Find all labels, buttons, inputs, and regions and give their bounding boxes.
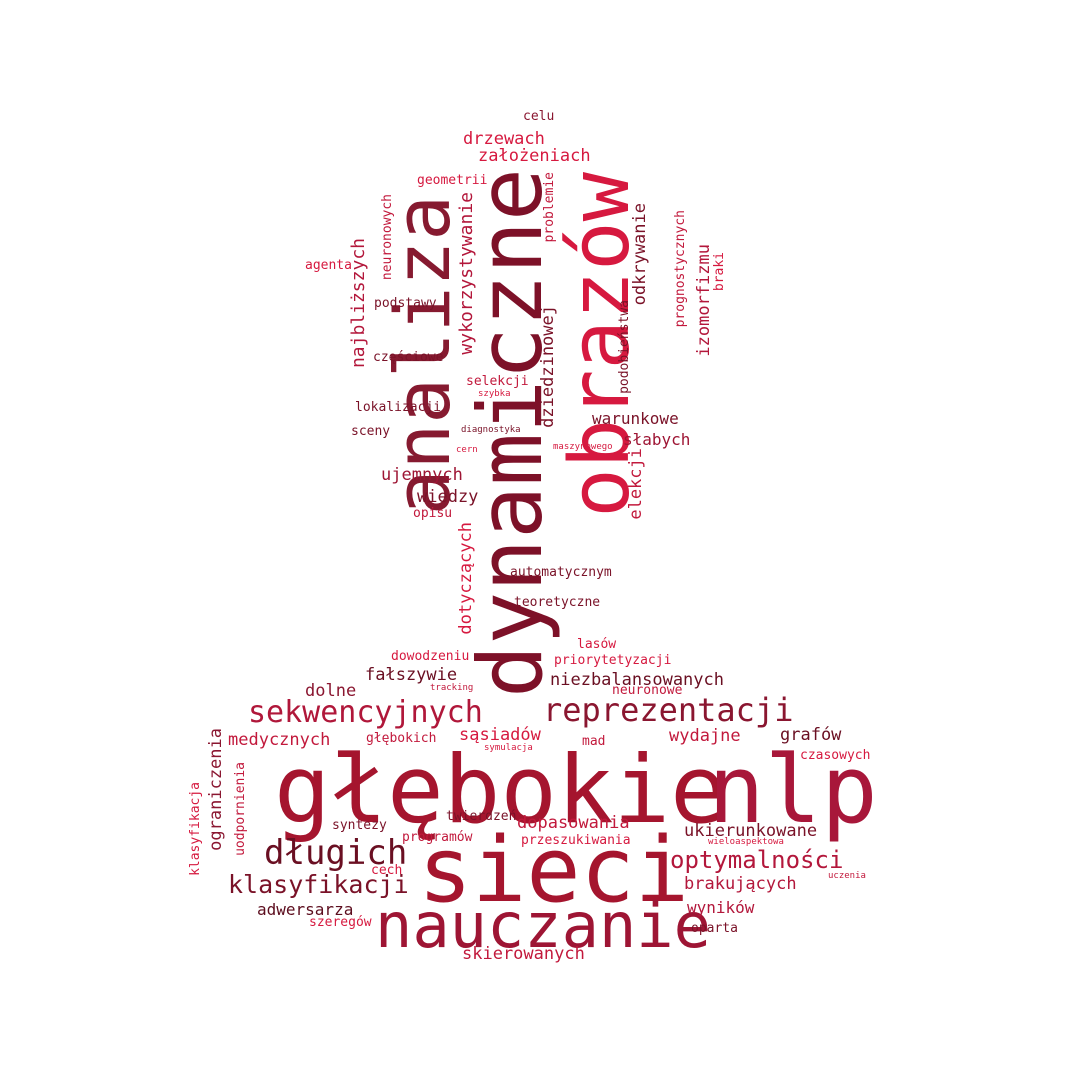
word: uczenia: [828, 871, 866, 881]
word: programów: [402, 830, 473, 845]
word: medycznych: [228, 730, 331, 750]
word: opisu: [413, 506, 453, 521]
word: wyników: [687, 898, 755, 917]
word: priorytetyzacji: [554, 653, 672, 668]
word: teoretyczne: [514, 595, 601, 610]
word: dolne: [305, 681, 357, 701]
word: szybka: [478, 389, 511, 399]
word: sekwencyjnych: [248, 695, 483, 730]
word: braki: [712, 252, 727, 292]
word: podstawy: [374, 296, 437, 311]
word: podobieństwa: [617, 300, 632, 394]
word: maszynowego: [553, 442, 613, 452]
word: uodpornienia: [233, 762, 248, 856]
word: grafów: [780, 725, 842, 745]
word: ujemnych: [381, 465, 463, 485]
word: dopasowania: [517, 813, 630, 833]
word: nauczanie: [375, 889, 711, 962]
word: drzewach: [463, 129, 545, 149]
word: celu: [523, 109, 555, 124]
word: słabych: [623, 430, 691, 449]
word: twierdzeń: [446, 809, 517, 824]
word: nlp: [708, 736, 878, 845]
word: ukierunkowane: [684, 821, 818, 841]
word: głębokich: [366, 731, 437, 746]
word: cech: [371, 863, 403, 878]
word: głębokie: [274, 736, 727, 845]
word: częściowe: [373, 350, 444, 365]
word: klasyfikacji: [228, 870, 409, 899]
word: sąsiadów: [459, 725, 541, 745]
word: wykorzystywanie: [456, 192, 477, 355]
word: mad: [582, 734, 606, 749]
word: dowodzeniu: [391, 649, 470, 664]
word: klasyfikacja: [188, 782, 203, 876]
word: odkrywanie: [630, 203, 650, 306]
word: oparta: [691, 921, 738, 936]
word: ograniczenia: [206, 728, 226, 851]
word: reprezentacji: [543, 691, 794, 729]
word: syntezy: [332, 818, 387, 833]
word: dziedzinowej: [538, 305, 558, 428]
word: lasów: [577, 637, 617, 652]
word: agenta: [305, 258, 352, 273]
word: założeniach: [478, 146, 591, 166]
word: lokalizacji: [355, 400, 442, 415]
word: warunkowe: [592, 409, 679, 428]
word: diagnostyka: [461, 425, 521, 435]
word: tracking: [430, 683, 474, 693]
word: elekcji: [626, 448, 646, 520]
word: prognostycznych: [673, 210, 688, 328]
word: problemie: [542, 172, 557, 243]
word: najbliższych: [348, 238, 369, 369]
word: fałszywie: [365, 665, 458, 685]
word: selekcji: [466, 374, 529, 389]
word: dotyczących: [456, 522, 476, 635]
word: wiedzy: [417, 487, 479, 507]
word: wydajne: [669, 726, 741, 746]
word: adwersarza: [257, 900, 354, 919]
word: neuronowych: [380, 194, 395, 281]
word: długich: [264, 833, 408, 873]
word: wieloaspektowa: [708, 837, 784, 847]
word: skierowanych: [462, 944, 585, 964]
word: izomorfizmu: [694, 244, 714, 357]
word: optymalności: [670, 846, 844, 874]
word: symulacja: [484, 743, 533, 753]
word: szeregów: [309, 915, 372, 930]
word: sieci: [418, 818, 689, 923]
word: cern: [456, 445, 478, 455]
word: sceny: [351, 424, 391, 439]
word: brakujących: [684, 874, 797, 894]
word: przeszukiwania: [521, 833, 631, 848]
word: neuronowe: [612, 683, 683, 698]
word: geometrii: [417, 173, 488, 188]
word: automatycznym: [510, 565, 612, 580]
word: czasowych: [800, 748, 871, 763]
word: niezbalansowanych: [550, 670, 724, 690]
